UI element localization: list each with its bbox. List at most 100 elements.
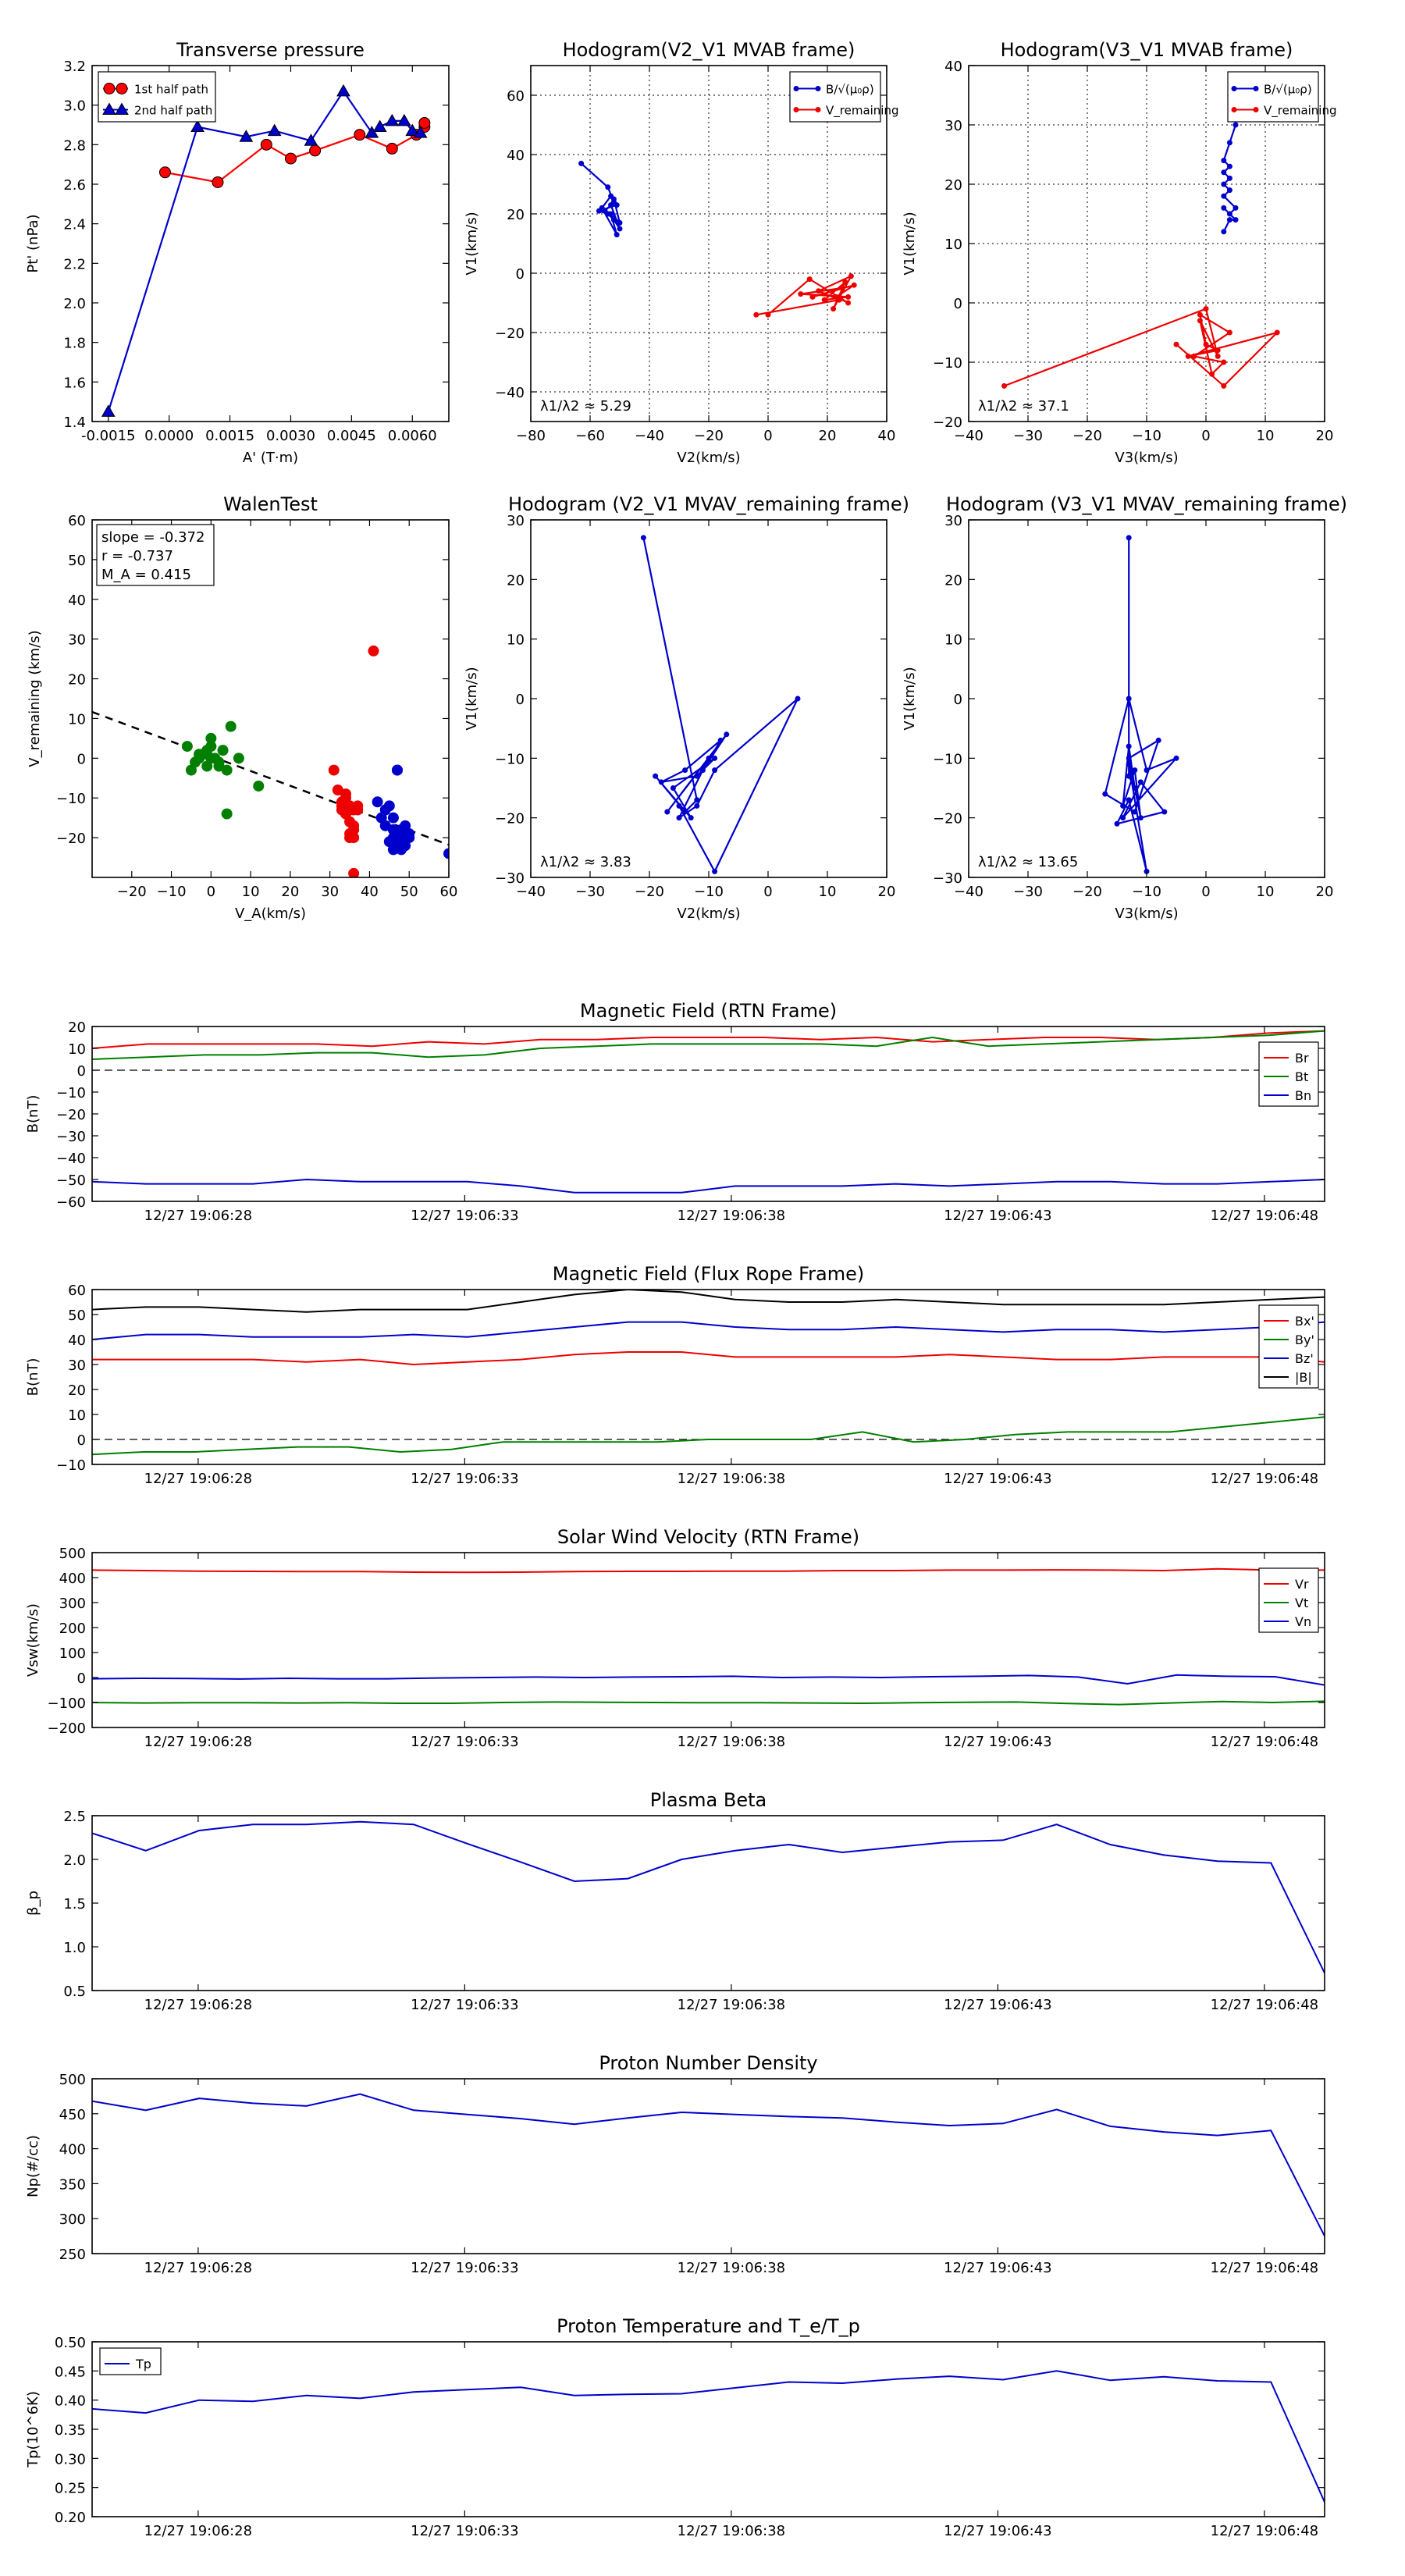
data-point <box>1132 785 1138 791</box>
data-point <box>443 848 449 859</box>
x-tick-label: -0.0015 <box>81 428 135 444</box>
series-line <box>92 1674 1325 1686</box>
y-tick-label: 0.20 <box>55 2510 86 2526</box>
legend-label: B/√(μ₀ρ) <box>826 83 874 97</box>
data-point <box>397 113 411 126</box>
x-tick-label: 12/27 19:06:48 <box>1211 1997 1318 2013</box>
y-tick-label: −20 <box>933 415 962 431</box>
x-tick-label: 0 <box>207 884 215 900</box>
legend-marker <box>103 83 116 94</box>
data-point <box>1137 779 1144 785</box>
data-point <box>795 696 801 702</box>
x-tick-label: −20 <box>635 884 664 900</box>
data-point <box>610 217 617 223</box>
data-point <box>1215 347 1221 354</box>
axes-frame <box>91 2341 1325 2517</box>
legend-label: Vt <box>1295 1596 1308 1610</box>
axes-frame <box>91 1552 1325 1728</box>
data-group <box>1102 535 1179 874</box>
data-point <box>217 745 229 756</box>
y-tick-label: 2.8 <box>63 137 86 154</box>
y-axis-label: Tp(10^6K) <box>25 2391 41 2468</box>
y-tick-label: 100 <box>59 1646 86 1662</box>
axes-frame <box>91 65 450 422</box>
data-point <box>1221 181 1227 187</box>
x-tick-label: 12/27 19:06:33 <box>411 2260 518 2276</box>
y-tick-label: 0.50 <box>55 2335 86 2351</box>
series-line <box>92 2370 1325 2503</box>
data-group <box>92 2370 1325 2503</box>
x-tick-label: 0.0030 <box>266 428 315 444</box>
data-point <box>1215 353 1221 359</box>
x-tick-label: 10 <box>819 884 837 900</box>
y-tick-label: 30 <box>68 1357 86 1374</box>
data-point <box>190 119 205 133</box>
y-tick-label: 40 <box>68 592 86 609</box>
y-tick-label: −30 <box>933 870 962 887</box>
y-tick-label: 2.5 <box>63 1809 86 1825</box>
legend-marker <box>815 86 821 91</box>
data-point <box>205 732 217 744</box>
legend: 1st half path 2nd half path <box>98 71 216 123</box>
y-tick-label: 40 <box>68 1332 86 1349</box>
x-tick-label: 0.0000 <box>144 428 194 444</box>
y-tick-label: 20 <box>68 1382 86 1399</box>
chart-h2: Hodogram(V3_V1 MVAB frame) −20 −10 0 10 20 30 4… <box>902 39 1337 466</box>
data-point <box>1102 791 1108 797</box>
y-axis-label: Np(#/cc) <box>25 2135 41 2197</box>
data-point <box>1203 306 1209 312</box>
legend-marker <box>1253 107 1259 112</box>
y-tick-label: 1.5 <box>63 1896 86 1912</box>
data-point <box>284 152 297 165</box>
x-tick-label: 20 <box>1316 428 1334 444</box>
stats-line: slope = -0.372 <box>101 529 205 546</box>
y-tick-label: 1.8 <box>63 336 86 352</box>
x-tick-label: 0.0045 <box>327 428 376 444</box>
x-tick-label: 12/27 19:06:38 <box>678 1997 785 2013</box>
data-point <box>1197 318 1203 324</box>
y-tick-label: −10 <box>495 751 525 767</box>
x-tick-label: 12/27 19:06:38 <box>678 1734 785 1750</box>
y-tick-label: 1.6 <box>63 375 86 391</box>
chart-walen: WalenTest −20 −10 0 10 20 30 40 50 60 −20 −10 0 10 20 3… <box>27 493 457 922</box>
data-point <box>809 294 816 300</box>
y-tick-label: 10 <box>68 1407 86 1424</box>
y-tick-label: 50 <box>68 553 86 569</box>
chart-mag_rtn: Magnetic Field (RTN Frame) −60 −50 −40 −30 −2… <box>25 1000 1325 1224</box>
data-point <box>267 123 282 137</box>
x-tick-label: 12/27 19:06:38 <box>678 2260 785 2276</box>
y-tick-label: 3.0 <box>63 98 86 115</box>
y-tick-label: 200 <box>59 1621 86 1637</box>
data-point <box>765 311 771 318</box>
x-tick-label: −80 <box>516 428 546 444</box>
axes-frame <box>91 2078 1325 2254</box>
x-tick-label: −30 <box>575 884 605 900</box>
y-tick-label: 2.0 <box>63 296 86 312</box>
data-point <box>387 812 399 824</box>
x-tick-label: 20 <box>281 884 299 900</box>
data-point <box>1221 229 1227 235</box>
legend: Tp <box>99 2347 162 2375</box>
x-tick-label: 12/27 19:06:43 <box>944 1997 1051 2013</box>
x-tick-label: −20 <box>1072 884 1102 900</box>
data-point <box>1274 329 1280 336</box>
y-tick-label: 1.4 <box>63 415 86 431</box>
x-tick-label: 12/27 19:06:38 <box>678 1471 785 1487</box>
chart-h3: Hodogram (V2_V1 MVAV_remaining frame) −30… <box>464 493 909 922</box>
y-tick-label: 50 <box>68 1308 86 1324</box>
x-tick-label: −20 <box>694 428 724 444</box>
data-point <box>1001 382 1008 389</box>
y-tick-label: 0 <box>954 296 962 312</box>
y-tick-label: −10 <box>933 751 962 767</box>
x-tick-label: 12/27 19:06:43 <box>944 2260 1051 2276</box>
data-point <box>712 755 718 761</box>
data-point <box>617 219 623 226</box>
chart-beta: Plasma Beta 0.5 1.0 1.5 2.0 2.5 12/27 19:06:28… <box>25 1789 1325 2013</box>
y-tick-label: −20 <box>56 831 86 847</box>
y-tick-label: −10 <box>56 1085 86 1101</box>
y-tick-label: 300 <box>59 1596 86 1612</box>
y-axis-label: V1(km/s) <box>464 667 480 730</box>
x-tick-label: 0 <box>763 428 772 444</box>
stats-line: M_A = 0.415 <box>101 567 191 583</box>
data-point <box>614 202 620 208</box>
